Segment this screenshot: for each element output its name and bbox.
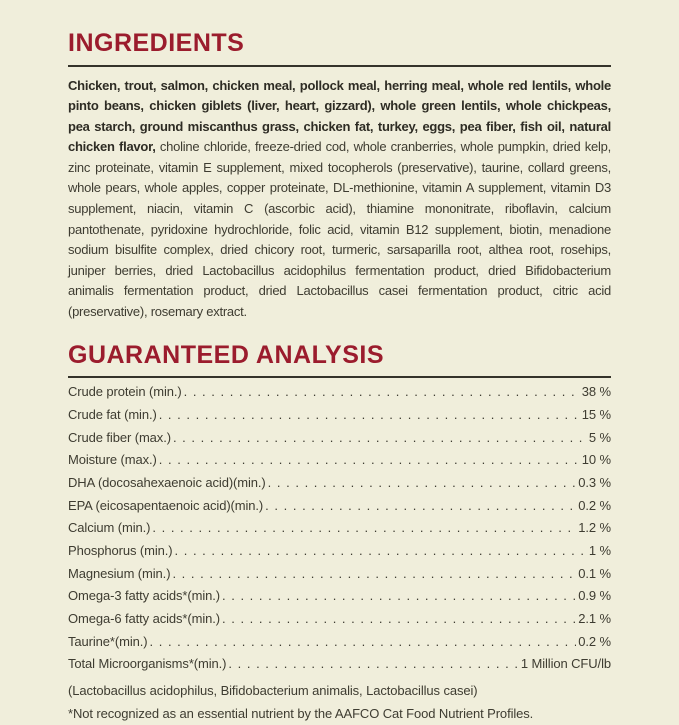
analysis-nutrient-value: 15 %	[581, 406, 611, 422]
analysis-nutrient-label: Omega-3 fatty acids*(min.)	[68, 588, 221, 604]
aafco-footnote: *Not recognized as an essential nutrient…	[68, 706, 534, 722]
leader-dots	[172, 566, 576, 581]
analysis-nutrient-label: Omega-6 fatty acids*(min.)	[68, 611, 221, 626]
ingredients-primary-list: Chicken, trout, salmon, chicken meal, po…	[68, 77, 611, 155]
analysis-nutrient-label: Crude fat (min.)	[68, 406, 157, 422]
analysis-nutrient-value: 0.3 %	[578, 474, 611, 490]
analysis-row: DHA (docosahexaenoic acid)(min.) 0.3 %	[68, 475, 611, 498]
analysis-nutrient-label: Magnesium (min.)	[68, 565, 171, 581]
analysis-row: Moisture (max.) 10 %	[68, 452, 611, 475]
microorganisms-footnote: (Lactobacillus acidophilus, Bifidobacter…	[68, 683, 478, 699]
analysis-row: Calcium (min.) 1.2 %	[68, 520, 611, 543]
analysis-row: Phosphorus (min.) 1 %	[68, 543, 611, 566]
analysis-nutrient-value: 1 %	[588, 542, 611, 558]
leader-dots	[175, 543, 587, 558]
analysis-nutrient-value: 0.9 %	[578, 588, 611, 604]
ingredients-divider	[68, 64, 611, 67]
leader-dots	[228, 656, 518, 671]
analysis-nutrient-value: 2.1 %	[578, 611, 611, 626]
analysis-row: Crude protein (min.) 38 %	[68, 384, 611, 407]
analysis-row: Omega-3 fatty acids*(min.) 0.9 %	[68, 588, 611, 611]
analysis-nutrient-value: 1.2 %	[578, 520, 611, 536]
ingredients-title: INGREDIENTS	[68, 29, 245, 57]
guaranteed-analysis-divider	[68, 376, 611, 379]
analysis-row: Magnesium (min.) 0.1 %	[68, 566, 611, 589]
analysis-nutrient-value: 0.2 %	[578, 497, 611, 513]
analysis-row: Taurine*(min.) 0.2 %	[68, 634, 611, 657]
leader-dots	[222, 611, 576, 626]
analysis-nutrient-label: DHA (docosahexaenoic acid)(min.)	[68, 474, 266, 490]
analysis-nutrient-label: Calcium (min.)	[68, 520, 151, 536]
leader-dots	[159, 452, 580, 467]
analysis-nutrient-value: 1 Million CFU/lb	[520, 656, 611, 672]
analysis-nutrient-value: 5 %	[588, 429, 611, 445]
analysis-nutrient-value: 10 %	[581, 452, 611, 468]
leader-dots	[150, 634, 577, 649]
analysis-row: Total Microorganisms*(min.) 1 Million CF…	[68, 656, 611, 679]
analysis-nutrient-label: Taurine*(min.)	[68, 633, 148, 649]
analysis-row: Crude fiber (max.) 5 %	[68, 430, 611, 453]
leader-dots	[268, 475, 577, 490]
analysis-table: Crude protein (min.) 38 % Crude fat (min…	[68, 384, 611, 679]
pet-food-label: INGREDIENTS Chicken, trout, salmon, chic…	[0, 0, 679, 679]
leader-dots	[159, 407, 580, 422]
analysis-nutrient-label: EPA (eicosapentaenoic acid)(min.)	[68, 497, 264, 513]
ingredients-section: INGREDIENTS Chicken, trout, salmon, chic…	[68, 29, 611, 323]
analysis-nutrient-label: Crude protein (min.)	[68, 384, 182, 400]
leader-dots	[265, 498, 576, 513]
analysis-row: EPA (eicosapentaenoic acid)(min.) 0.2 %	[68, 498, 611, 521]
leader-dots	[184, 384, 580, 399]
analysis-nutrient-label: Total Microorganisms*(min.)	[68, 656, 227, 672]
leader-dots	[152, 520, 576, 535]
analysis-nutrient-value: 0.2 %	[578, 633, 611, 649]
ingredients-text: Chicken, trout, salmon, chicken meal, po…	[68, 76, 611, 323]
analysis-nutrient-label: Moisture (max.)	[68, 452, 157, 468]
guaranteed-analysis-title: GUARANTEED ANALYSIS	[68, 340, 385, 369]
analysis-nutrient-label: Phosphorus (min.)	[68, 542, 173, 558]
analysis-row: Crude fat (min.) 15 %	[68, 407, 611, 430]
guaranteed-analysis-section: GUARANTEED ANALYSIS Crude protein (min.)…	[68, 340, 611, 725]
ingredients-secondary-list: choline chloride, freeze-dried cod, whol…	[68, 139, 611, 320]
analysis-nutrient-value: 38 %	[581, 384, 611, 400]
leader-dots	[222, 588, 576, 603]
analysis-nutrient-label: Crude fiber (max.)	[68, 429, 171, 445]
analysis-row: Omega-6 fatty acids*(min.) 2.1 %	[68, 611, 611, 634]
leader-dots	[173, 430, 587, 445]
analysis-nutrient-value: 0.1 %	[578, 565, 611, 581]
